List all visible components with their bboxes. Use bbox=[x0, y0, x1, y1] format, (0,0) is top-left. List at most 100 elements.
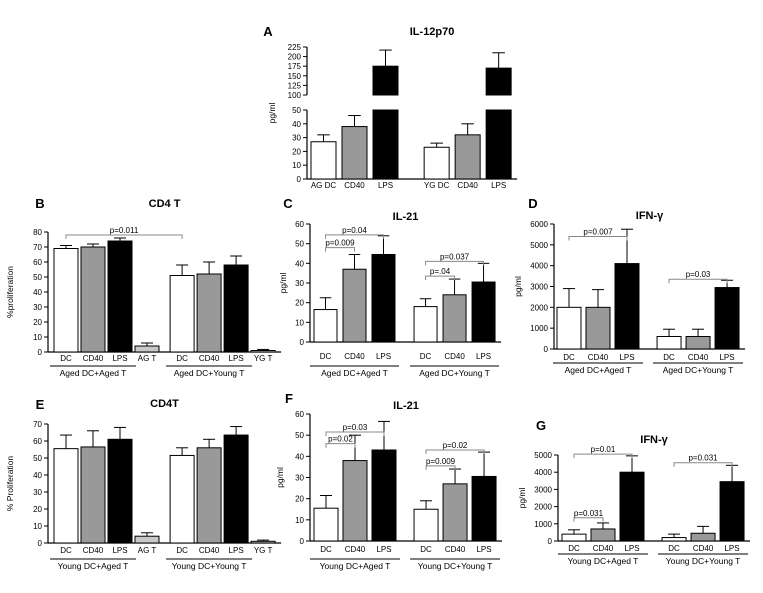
bar bbox=[661, 537, 687, 542]
bar bbox=[134, 535, 160, 544]
p-value-label: p=0.031 bbox=[688, 454, 718, 463]
category-label: YG DC bbox=[424, 181, 450, 190]
bar bbox=[107, 438, 133, 544]
y-tick-label: 0 bbox=[300, 338, 305, 347]
y-tick-label: 40 bbox=[295, 452, 304, 461]
category-label: DC bbox=[60, 546, 72, 555]
category-label: LPS bbox=[724, 544, 739, 553]
bar bbox=[80, 446, 106, 544]
chart-title: IFN-γ bbox=[636, 210, 664, 222]
bar bbox=[169, 275, 195, 353]
bar bbox=[471, 475, 497, 542]
bar bbox=[485, 67, 512, 96]
significance-bracket bbox=[425, 260, 485, 266]
group-label: Aged DC+Young T bbox=[419, 368, 490, 378]
panel-letter: B bbox=[35, 196, 44, 211]
significance-bracket bbox=[425, 465, 456, 470]
category-label: DC bbox=[176, 354, 188, 363]
y-tick-label: 20 bbox=[295, 299, 304, 308]
category-label: LPS bbox=[229, 546, 244, 555]
significance-bracket bbox=[573, 517, 604, 522]
bar bbox=[442, 483, 468, 542]
bar bbox=[134, 345, 160, 353]
y-tick-label: 60 bbox=[295, 410, 304, 419]
group-label: Young DC+Aged T bbox=[568, 556, 639, 566]
y-tick-label: 3000 bbox=[534, 485, 552, 494]
category-label: LPS bbox=[112, 546, 127, 555]
category-label: YG T bbox=[254, 546, 273, 555]
y-tick-label: 0 bbox=[38, 539, 43, 548]
category-label: CD40 bbox=[457, 181, 478, 190]
y-tick-label: 200 bbox=[288, 53, 302, 62]
category-label: CD40 bbox=[444, 352, 465, 361]
bar bbox=[685, 336, 711, 350]
significance-bracket bbox=[573, 453, 633, 459]
bar bbox=[614, 263, 640, 350]
bar bbox=[169, 454, 195, 544]
p-value-label: p=0.009 bbox=[426, 457, 456, 466]
y-tick-label: 5000 bbox=[534, 451, 552, 460]
p-value-label: p=0.01 bbox=[591, 445, 616, 454]
y-tick-label: 70 bbox=[33, 420, 42, 429]
bar bbox=[223, 264, 249, 353]
p-value-label: p=.04 bbox=[430, 267, 451, 276]
bar bbox=[619, 471, 645, 542]
y-tick-label: 40 bbox=[292, 120, 301, 129]
y-tick-label: 225 bbox=[288, 43, 302, 52]
group-label: Young DC+Young T bbox=[172, 561, 247, 571]
significance-bracket bbox=[425, 275, 456, 281]
y-tick-label: 5000 bbox=[530, 241, 548, 250]
bar bbox=[53, 248, 79, 353]
y-tick-label: 1000 bbox=[534, 520, 552, 529]
y-tick-label: 175 bbox=[288, 62, 302, 71]
category-label: LPS bbox=[476, 545, 491, 554]
bar bbox=[371, 253, 396, 343]
panel-letter: D bbox=[528, 196, 537, 211]
category-label: LPS bbox=[476, 352, 491, 361]
group-label: Young DC+Young T bbox=[666, 556, 741, 566]
category-label: AG T bbox=[138, 546, 157, 555]
y-axis-label: pg/ml bbox=[278, 273, 288, 294]
p-value-label: p=0.037 bbox=[440, 252, 470, 261]
chart-title: IFN-γ bbox=[640, 434, 668, 446]
panel-letter: G bbox=[536, 418, 546, 433]
group-label: Aged DC+Aged T bbox=[565, 365, 632, 375]
category-label: CD40 bbox=[688, 353, 709, 362]
group-label: Aged DC+Aged T bbox=[321, 368, 388, 378]
y-tick-label: 10 bbox=[295, 318, 304, 327]
category-label: DC bbox=[568, 544, 580, 553]
bar bbox=[423, 146, 450, 180]
bar bbox=[196, 273, 222, 353]
category-label: CD40 bbox=[199, 546, 220, 555]
bar bbox=[656, 336, 682, 350]
y-tick-label: 60 bbox=[295, 220, 304, 229]
significance-bracket bbox=[673, 462, 733, 467]
category-label: CD40 bbox=[199, 354, 220, 363]
category-label: CD40 bbox=[345, 545, 366, 554]
y-tick-label: 10 bbox=[33, 522, 42, 531]
bar bbox=[53, 448, 79, 544]
p-value-label: p=0.03 bbox=[686, 270, 711, 279]
bar bbox=[471, 281, 496, 343]
bar bbox=[413, 306, 438, 343]
y-tick-label: 125 bbox=[288, 81, 302, 90]
y-tick-label: 150 bbox=[288, 72, 302, 81]
p-value-label: p=0.007 bbox=[583, 228, 613, 237]
group-label: Young DC+Aged T bbox=[320, 561, 391, 571]
significance-bracket bbox=[65, 234, 183, 239]
bar-lower bbox=[372, 109, 399, 180]
chart-title: CD4T bbox=[150, 398, 179, 410]
significance-bracket bbox=[325, 247, 355, 252]
category-label: LPS bbox=[112, 354, 127, 363]
significance-bracket bbox=[325, 234, 384, 239]
y-axis-label: pg/ml bbox=[275, 467, 285, 488]
category-label: DC bbox=[320, 545, 332, 554]
panel-letter: F bbox=[285, 391, 293, 406]
y-tick-label: 20 bbox=[33, 318, 42, 327]
bar bbox=[313, 507, 339, 542]
category-label: DC bbox=[320, 352, 332, 361]
p-value-label: p=0.031 bbox=[574, 509, 604, 518]
category-label: CD40 bbox=[588, 353, 609, 362]
category-label: AG DC bbox=[311, 181, 337, 190]
bar bbox=[442, 294, 467, 343]
